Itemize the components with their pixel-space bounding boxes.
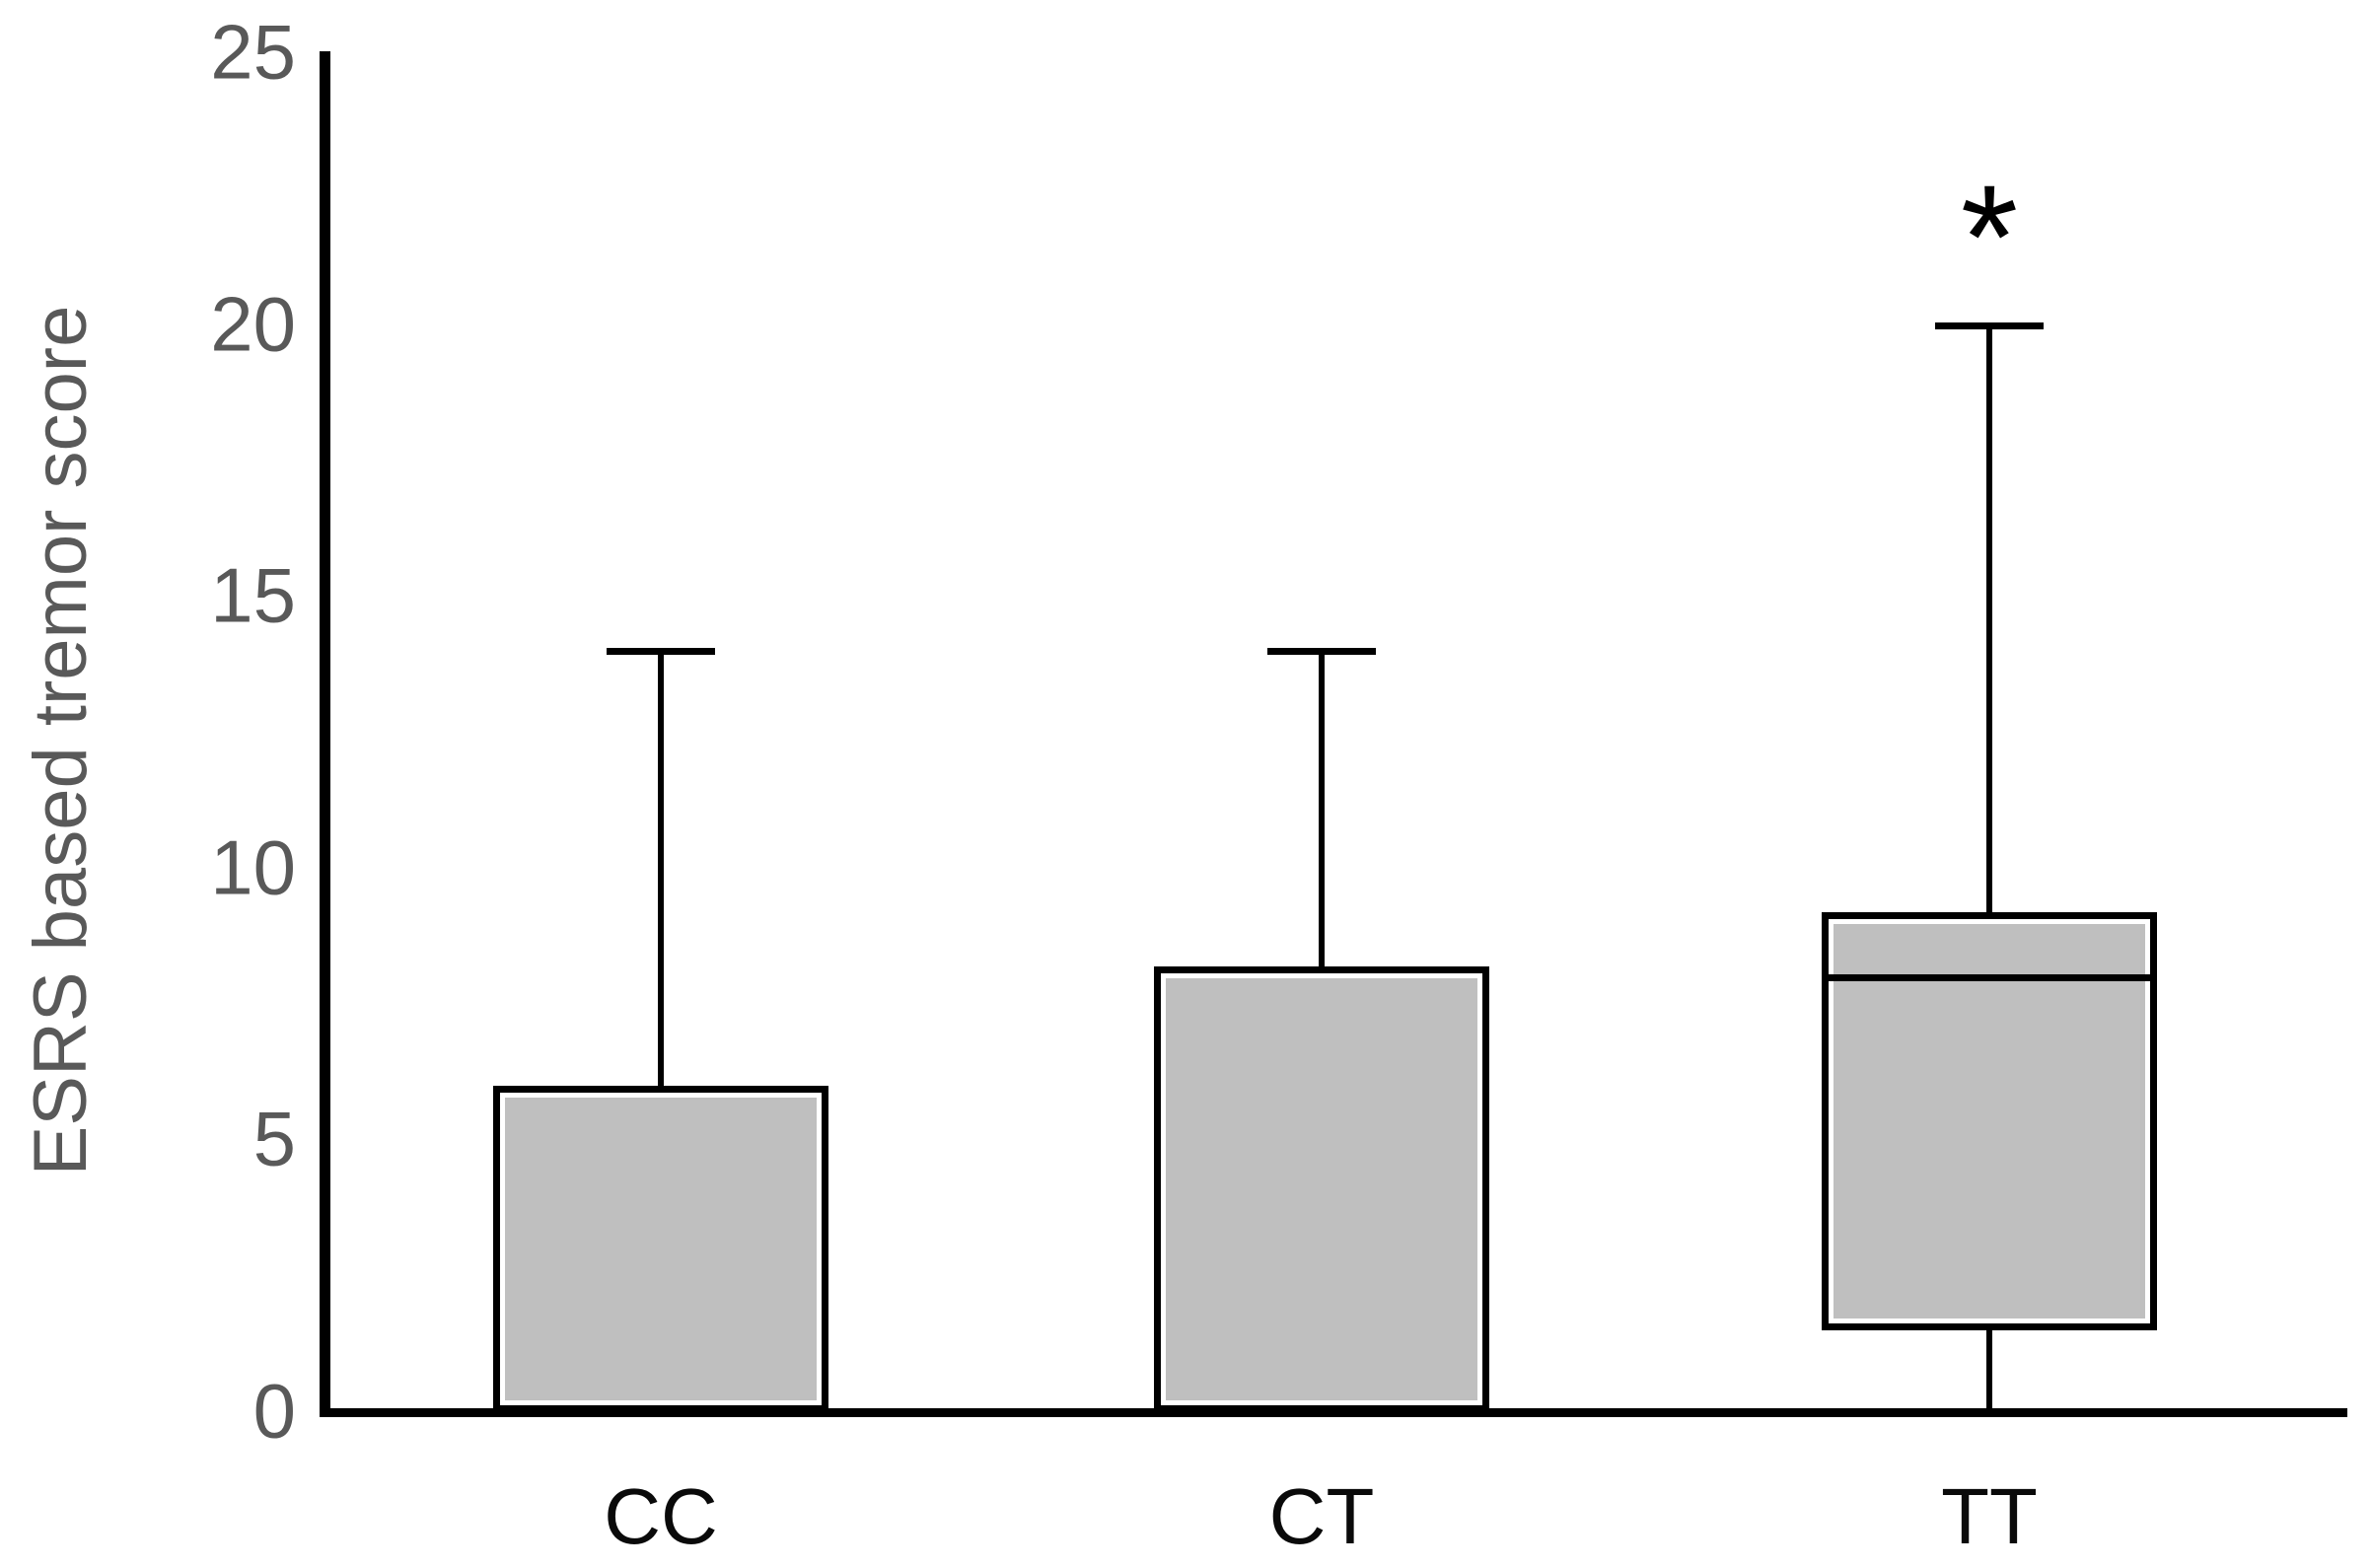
box-CT [1154, 966, 1489, 1412]
lower-whisker-cap-TT [1935, 1408, 2044, 1415]
y-tick-label-5: 5 [252, 1095, 296, 1182]
upper-whisker-cap-CC [607, 648, 715, 656]
y-tick-label-10: 10 [210, 823, 296, 911]
y-tick-label-15: 15 [210, 551, 296, 639]
x-category-label-CC: CC [604, 1472, 718, 1560]
upper-whisker-line-TT [1986, 324, 1992, 912]
significance-asterisk-TT: * [1960, 153, 2019, 320]
y-axis-title: ESRS based tremor score [19, 305, 103, 1176]
y-tick-label-0: 0 [252, 1367, 296, 1455]
x-category-label-TT: TT [1941, 1472, 2038, 1560]
upper-whisker-line-CT [1319, 651, 1325, 966]
y-axis-line [320, 51, 330, 1417]
upper-whisker-cap-CT [1267, 648, 1376, 656]
x-category-label-CT: CT [1268, 1472, 1375, 1560]
box-TT [1822, 911, 2157, 1331]
lower-whisker-line-TT [1986, 1330, 1992, 1412]
y-tick-label-25: 25 [210, 8, 296, 96]
box-CC [493, 1086, 828, 1412]
upper-whisker-cap-TT [1935, 321, 2044, 329]
y-tick-label-20: 20 [210, 280, 296, 368]
upper-whisker-line-CC [658, 651, 664, 1087]
median-line-TT [1829, 974, 2150, 982]
x-axis-line [320, 1408, 2347, 1417]
